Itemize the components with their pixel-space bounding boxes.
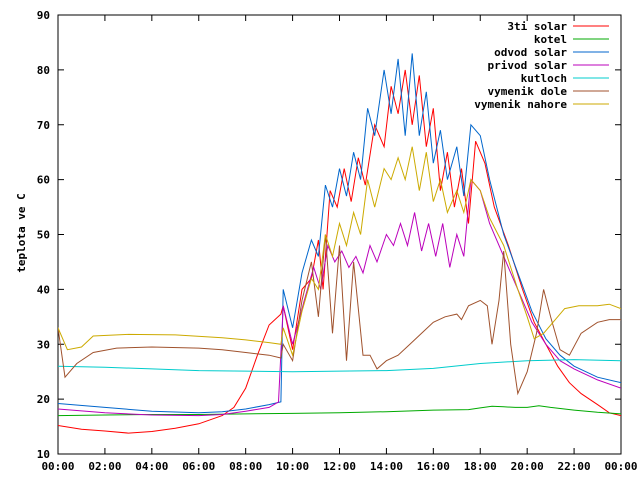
series-line-vymenik-dole bbox=[58, 234, 621, 396]
x-tick-label: 10:00 bbox=[276, 460, 309, 473]
series-line-kutloch bbox=[58, 359, 621, 373]
y-axis: 10 20 30 40 50 60 70 80 90 bbox=[37, 9, 621, 461]
x-tick-label: 18:00 bbox=[464, 460, 497, 473]
y-tick-label: 20 bbox=[37, 393, 50, 406]
x-axis: 00:00 02:00 04:00 06:00 08:00 10:00 12:00 14:00… bbox=[41, 15, 638, 473]
x-tick-label: 20:00 bbox=[511, 460, 544, 473]
y-tick-label: 10 bbox=[37, 448, 50, 461]
legend-label: odvod solar bbox=[494, 46, 567, 59]
x-tick-label: 22:00 bbox=[558, 460, 591, 473]
y-tick-label: 90 bbox=[37, 9, 50, 22]
x-tick-label: 16:00 bbox=[417, 460, 450, 473]
legend-label: privod solar bbox=[488, 59, 568, 72]
x-tick-label: 00:00 bbox=[41, 460, 74, 473]
legend-label: kotel bbox=[534, 33, 567, 46]
x-tick-label: 08:00 bbox=[229, 460, 262, 473]
legend-label: 3ti solar bbox=[507, 20, 567, 33]
series-line-odvod-solar bbox=[58, 53, 621, 414]
x-tick-label: 14:00 bbox=[370, 460, 403, 473]
y-tick-label: 50 bbox=[37, 229, 50, 242]
y-tick-label: 70 bbox=[37, 119, 50, 132]
y-tick-label: 40 bbox=[37, 283, 50, 296]
x-tick-label: 12:00 bbox=[323, 460, 356, 473]
x-tick-label: 00:00 bbox=[604, 460, 637, 473]
legend-label: vymenik dole bbox=[488, 85, 568, 98]
legend-label: kutloch bbox=[521, 72, 567, 85]
x-tick-label: 04:00 bbox=[135, 460, 168, 473]
y-axis-label: teplota ve C bbox=[15, 193, 28, 272]
y-tick-label: 80 bbox=[37, 64, 50, 77]
x-tick-label: 02:00 bbox=[88, 460, 121, 473]
legend-label: vymenik nahore bbox=[474, 98, 567, 111]
x-tick-label: 06:00 bbox=[182, 460, 215, 473]
series-line-vymenik-nahore bbox=[58, 146, 621, 358]
y-tick-label: 60 bbox=[37, 174, 50, 187]
y-tick-label: 30 bbox=[37, 338, 50, 351]
series-layer bbox=[58, 53, 621, 434]
series-line-privod-solar bbox=[58, 178, 621, 417]
series-line-kotel bbox=[58, 405, 621, 417]
